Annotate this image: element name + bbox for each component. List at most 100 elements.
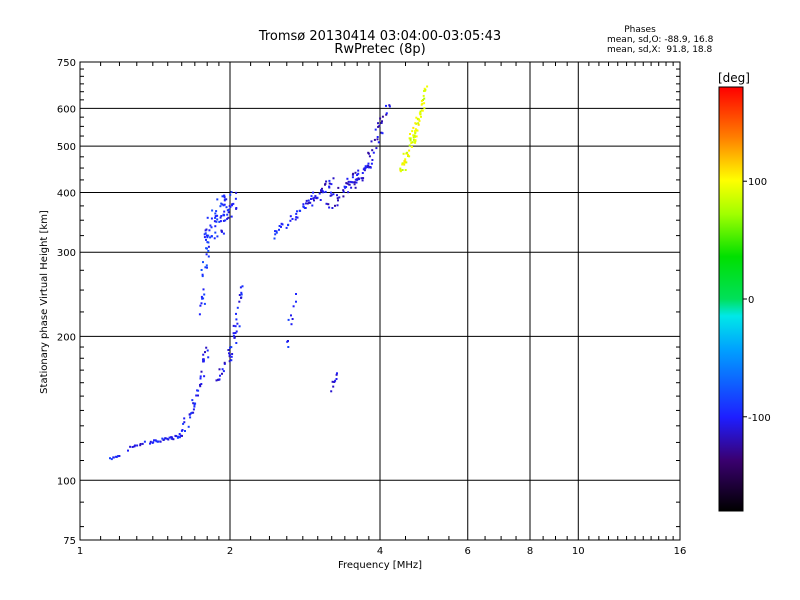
data-point [206, 236, 209, 239]
data-point [348, 183, 351, 186]
data-point [413, 134, 416, 137]
data-point [207, 356, 210, 359]
data-point [197, 389, 200, 392]
data-point [139, 444, 142, 447]
data-point [222, 219, 225, 222]
data-point [183, 417, 186, 420]
data-point [227, 349, 230, 351]
colorbar [718, 86, 744, 512]
data-point [421, 109, 424, 112]
data-point [426, 85, 429, 88]
data-point [136, 444, 139, 447]
data-point [418, 118, 420, 121]
data-point [235, 191, 238, 194]
data-point [195, 394, 198, 397]
data-point [318, 192, 321, 195]
data-point [134, 444, 136, 447]
data-point [202, 360, 205, 363]
data-point [275, 231, 278, 234]
data-point [403, 161, 406, 164]
data-point [191, 411, 193, 414]
data-point [221, 203, 224, 206]
data-point [424, 88, 427, 91]
data-points [109, 85, 429, 461]
data-point [207, 241, 210, 244]
data-point [351, 176, 354, 179]
colorbar-tick-label: 100 [748, 177, 767, 188]
data-point [357, 172, 360, 175]
data-point [223, 203, 226, 206]
data-point [354, 186, 357, 189]
data-point [388, 105, 391, 108]
data-point [219, 216, 222, 219]
data-point [290, 314, 292, 317]
data-point [292, 305, 295, 308]
x-tick-label: 2 [227, 546, 233, 557]
data-point [182, 422, 185, 425]
data-point [181, 434, 183, 437]
data-point [407, 155, 409, 157]
data-point [332, 385, 335, 388]
data-point [377, 125, 380, 128]
data-point [330, 194, 333, 197]
data-point [388, 104, 391, 107]
data-point [364, 166, 367, 169]
data-point [115, 455, 118, 458]
colorbar-tick-label: -100 [748, 413, 771, 424]
data-point [332, 177, 335, 180]
data-point [321, 191, 324, 194]
data-point [345, 182, 348, 185]
data-point [422, 94, 425, 97]
data-point [367, 152, 370, 155]
data-point [117, 455, 119, 458]
data-point [414, 139, 417, 142]
data-point [215, 379, 218, 382]
data-point [240, 291, 243, 294]
data-point [141, 442, 144, 445]
data-point [214, 216, 217, 219]
data-point [369, 166, 372, 169]
data-point [374, 128, 377, 131]
data-point [354, 171, 357, 174]
data-point [153, 439, 155, 442]
data-point [355, 181, 358, 184]
data-point [233, 336, 236, 339]
data-point [399, 167, 402, 170]
data-point [306, 202, 309, 205]
data-point [307, 199, 310, 202]
data-point [235, 330, 238, 333]
data-point [372, 151, 375, 154]
data-point [368, 155, 371, 158]
data-point [368, 166, 370, 169]
data-point [418, 112, 421, 115]
data-point [235, 312, 237, 315]
data-point [401, 169, 404, 171]
data-point [338, 196, 341, 199]
data-point [200, 295, 203, 298]
data-point [324, 190, 327, 193]
data-point [228, 208, 230, 211]
data-point [327, 203, 330, 206]
data-point [342, 189, 345, 192]
data-point [381, 115, 384, 118]
data-point [337, 199, 339, 202]
data-point [152, 441, 155, 444]
data-point [203, 293, 206, 296]
data-point [149, 442, 151, 445]
data-point [310, 195, 313, 198]
data-point [345, 186, 348, 188]
data-point [177, 435, 179, 438]
data-point [199, 304, 202, 307]
data-point [418, 119, 421, 122]
data-point [229, 193, 232, 196]
x-tick-label: 16 [674, 546, 687, 557]
y-tick-label: 600 [57, 104, 76, 115]
data-point [330, 191, 332, 194]
data-point [192, 411, 195, 414]
colorbar-label: [deg] [718, 71, 750, 85]
data-point [110, 458, 113, 461]
data-point [332, 193, 335, 196]
data-point [159, 440, 162, 443]
data-point [202, 353, 205, 356]
